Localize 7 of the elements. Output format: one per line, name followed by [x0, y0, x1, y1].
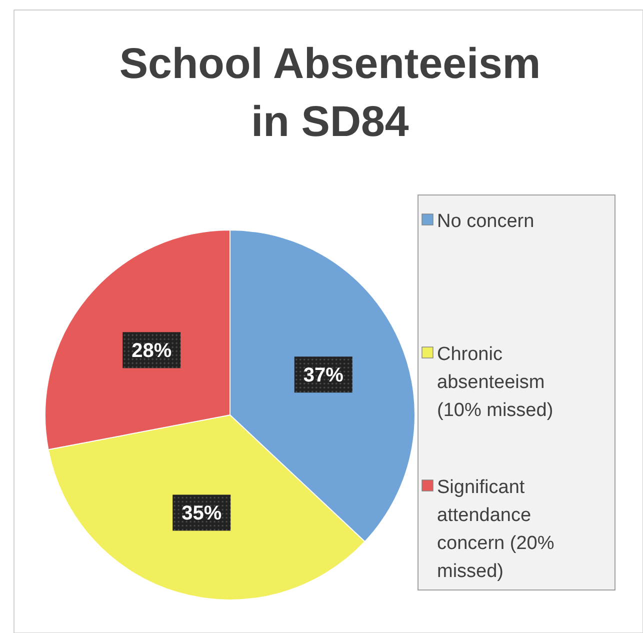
data-label: 37%	[303, 364, 344, 387]
legend-label: Chronic absenteeism (10% missed)	[437, 344, 554, 421]
chart-title: School Absenteeism in SD84	[119, 40, 541, 146]
legend-label: Significant attendance concern (20% missed)	[437, 477, 554, 582]
legend-label: No concern	[437, 211, 534, 232]
data-label: 28%	[132, 340, 172, 362]
data-label: 35%	[182, 502, 222, 525]
